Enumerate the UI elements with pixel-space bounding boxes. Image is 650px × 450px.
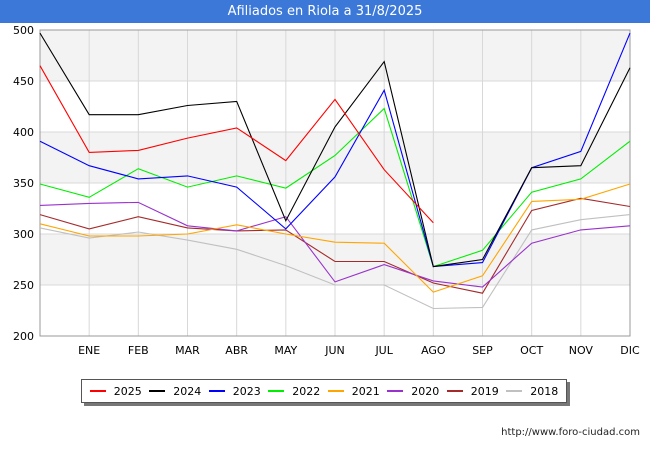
y-tick-label: 300 — [13, 228, 34, 241]
x-tick-label: NOV — [569, 344, 594, 357]
legend-swatch — [446, 390, 463, 392]
footer-url: http://www.foro-ciudad.com — [501, 427, 640, 438]
legend-label: 2019 — [470, 384, 499, 398]
legend-label: 2025 — [113, 384, 142, 398]
y-tick-label: 500 — [13, 24, 34, 37]
x-tick-label: JUL — [374, 344, 393, 357]
legend-label: 2024 — [173, 384, 202, 398]
series-line-2021 — [39, 183, 631, 293]
legend-swatch — [268, 390, 285, 392]
y-tick-label: 200 — [13, 330, 34, 343]
series-line-2025 — [39, 65, 434, 224]
y-axis-labels: 200 250 300 350 400 450 500 — [13, 24, 34, 343]
legend-item-2022: 2022 — [268, 385, 320, 398]
legend-label: 2022 — [292, 384, 321, 398]
legend-swatch — [387, 390, 404, 392]
x-tick-label: SEP — [472, 344, 493, 357]
legend-swatch — [208, 390, 225, 392]
x-tick-label: AGO — [421, 344, 446, 357]
x-tick-label: JUN — [324, 344, 345, 357]
y-tick-label: 350 — [13, 177, 34, 190]
series-line-2022 — [39, 107, 631, 268]
legend-swatch — [506, 390, 523, 392]
legend: 2025 2024 2023 2022 2021 2020 2019 2018 — [81, 379, 567, 403]
y-tick-label: 250 — [13, 279, 34, 292]
x-axis-labels: ENE FEB MAR ABR MAY JUN JUL AGO SEP OCT NOV DIC — [78, 344, 640, 357]
legend-item-2019: 2019 — [446, 384, 499, 398]
legend-item-2023: 2023 — [208, 384, 261, 398]
x-tick-label: OCT — [520, 344, 543, 357]
x-tick-label: MAR — [175, 344, 200, 357]
legend-item-2020: 2020 — [387, 385, 439, 398]
legend-label: 2023 — [232, 384, 261, 398]
chart-title: Afiliados en Riola a 31/8/2025 — [0, 0, 650, 23]
series-line-2018 — [39, 214, 631, 310]
legend-item-2021: 2021 — [327, 384, 380, 398]
x-tick-label: ABR — [225, 344, 248, 357]
series-line-2024 — [39, 32, 631, 268]
legend-label: 2021 — [351, 384, 380, 398]
series-line-2020 — [39, 201, 631, 288]
legend-item-2024: 2024 — [149, 385, 201, 398]
legend-item-2025: 2025 — [89, 384, 142, 398]
x-tick-label: DIC — [620, 344, 640, 357]
legend-item-2018: 2018 — [506, 385, 558, 398]
series-line-2019 — [39, 197, 631, 294]
x-tick-label: FEB — [128, 344, 149, 357]
legend-swatch — [327, 390, 344, 392]
x-tick-label: ENE — [78, 344, 100, 357]
legend-swatch — [149, 390, 166, 392]
plot-frame — [39, 29, 631, 337]
legend-label: 2018 — [530, 384, 559, 398]
legend-swatch — [89, 390, 106, 392]
series-lines — [39, 32, 631, 310]
y-tick-label: 400 — [13, 126, 34, 139]
line-chart: 200 250 300 350 400 450 500 ENE FEB MAR ABR MAY JUN… — [13, 24, 640, 357]
legend-label: 2020 — [411, 384, 440, 398]
y-tick-label: 450 — [13, 75, 34, 88]
x-tick-label: MAY — [274, 344, 297, 357]
